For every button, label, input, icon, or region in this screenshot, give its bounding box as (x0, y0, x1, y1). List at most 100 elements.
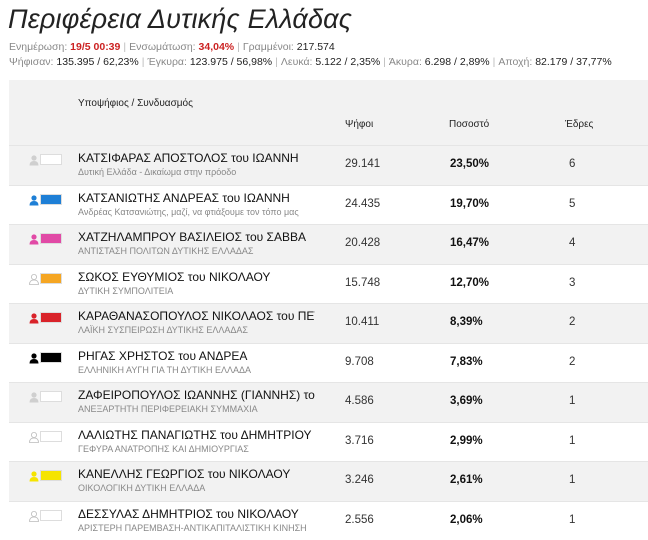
votes-value: 2.556 (345, 514, 374, 526)
table-row: ΧΑΤΖΗΛΑΜΠΡΟΥ ΒΑΣΙΛΕΙΟΣ του ΣΑΒΒΑ ΑΝΤΙΣΤΑΣ… (9, 224, 648, 264)
person-icon (29, 509, 39, 520)
results-table: Υποψήφιος / Συνδυασμός Ψήφοι Ποσοστό Έδρ… (9, 80, 648, 540)
seats-value: 5 (569, 198, 575, 210)
party-name: Δυτική Ελλάδα - Δικαίωμα στην πρόοδο (78, 167, 315, 177)
votes-value: 20.428 (345, 237, 380, 249)
table-row: ΣΩΚΟΣ ΕΥΘΥΜΙΟΣ του ΝΙΚΟΛΑΟΥ ΔΥΤΙΚΗ ΣΥΜΠΟΛ… (9, 264, 648, 304)
party-name: Ανδρέας Κατσανιώτης, μαζί, να φτιάξουμε … (78, 207, 315, 217)
divider: | (123, 41, 126, 53)
person-icon (29, 272, 39, 283)
integration-value: 34,04% (199, 41, 235, 53)
header-seats: Έδρες (565, 119, 593, 130)
header-candidate: Υποψήφιος / Συνδυασμός (78, 98, 193, 109)
seats-value: 1 (569, 514, 575, 526)
party-color-swatch (40, 391, 62, 402)
table-row: ΚΑΡΑΘΑΝΑΣΟΠΟΥΛΟΣ ΝΙΚΟΛΑΟΣ του ΠΕΤΡΟΥ ΛΑΪΚ… (9, 303, 648, 343)
abstention-label: Αποχή: (498, 56, 532, 68)
votes-value: 3.716 (345, 435, 374, 447)
invalid-value: 6.298 / 2,89% (425, 56, 490, 68)
table-header: Υποψήφιος / Συνδυασμός Ψήφοι Ποσοστό Έδρ… (9, 80, 648, 145)
valid-label: Έγκυρα: (147, 56, 186, 68)
person-icon (29, 193, 39, 204)
party-color-swatch (40, 431, 62, 442)
seats-value: 1 (569, 435, 575, 447)
table-row: ΚΑΤΣΑΝΙΩΤΗΣ ΑΝΔΡΕΑΣ του ΙΩΑΝΝΗ Ανδρέας Κα… (9, 185, 648, 225)
seats-value: 2 (569, 356, 575, 368)
valid-value: 123.975 / 56,98% (190, 56, 272, 68)
percent-value: 3,69% (450, 395, 483, 407)
seats-value: 6 (569, 158, 575, 170)
updated-value: 19/5 00:39 (70, 41, 120, 53)
divider: | (237, 41, 240, 53)
percent-value: 7,83% (450, 356, 483, 368)
person-icon (29, 232, 39, 243)
candidate-name: ΡΗΓΑΣ ΧΡΗΣΤΟΣ του ΑΝΔΡΕΑ (78, 349, 315, 363)
party-name: ΓΕΦΥΡΑ ΑΝΑΤΡΟΠΗΣ ΚΑΙ ΔΗΜΙΟΥΡΓΙΑΣ (78, 444, 315, 454)
percent-value: 2,06% (450, 514, 483, 526)
voters-label: Γραμμένοι: (243, 41, 294, 53)
person-icon (29, 153, 39, 164)
candidate-name: ΚΑΤΣΑΝΙΩΤΗΣ ΑΝΔΡΕΑΣ του ΙΩΑΝΝΗ (78, 191, 315, 205)
votes-value: 9.708 (345, 356, 374, 368)
votes-value: 3.246 (345, 474, 374, 486)
percent-value: 8,39% (450, 316, 483, 328)
person-icon (29, 390, 39, 401)
percent-value: 12,70% (450, 277, 489, 289)
party-color-swatch (40, 273, 62, 284)
table-row: ΔΕΣΣΥΛΑΣ ΔΗΜΗΤΡΙΟΣ του ΝΙΚΟΛΑΟΥ ΑΡΙΣΤΕΡΗ … (9, 501, 648, 540)
votes-value: 4.586 (345, 395, 374, 407)
candidate-name: ΧΑΤΖΗΛΑΜΠΡΟΥ ΒΑΣΙΛΕΙΟΣ του ΣΑΒΒΑ (78, 230, 315, 244)
party-color-swatch (40, 352, 62, 363)
candidate-name: ΖΑΦΕΙΡΟΠΟΥΛΟΣ ΙΩΑΝΝΗΣ (ΓΙΑΝΝΗΣ) του ΠΕΤΡ… (78, 388, 315, 402)
party-name: ΔΥΤΙΚΗ ΣΥΜΠΟΛΙΤΕΙΑ (78, 286, 315, 296)
candidate-name: ΚΑΡΑΘΑΝΑΣΟΠΟΥΛΟΣ ΝΙΚΟΛΑΟΣ του ΠΕΤΡΟΥ (78, 309, 315, 323)
blank-value: 5.122 / 2,35% (315, 56, 380, 68)
stats-line-1: Ενημέρωση: 19/5 00:39|Ενσωμάτωση: 34,04%… (9, 41, 335, 53)
header-votes: Ψήφοι (345, 119, 373, 130)
person-icon (29, 351, 39, 362)
seats-value: 4 (569, 237, 575, 249)
table-body: ΚΑΤΣΙΦΑΡΑΣ ΑΠΟΣΤΟΛΟΣ του ΙΩΑΝΝΗ Δυτική Ελ… (9, 145, 648, 540)
divider: | (142, 56, 145, 68)
integration-label: Ενσωμάτωση: (129, 41, 196, 53)
candidate-name: ΛΑΛΙΩΤΗΣ ΠΑΝΑΓΙΩΤΗΣ του ΔΗΜΗΤΡΙΟΥ (78, 428, 315, 442)
seats-value: 1 (569, 395, 575, 407)
votes-value: 15.748 (345, 277, 380, 289)
party-color-swatch (40, 312, 62, 323)
person-icon (29, 430, 39, 441)
votes-value: 10.411 (345, 316, 379, 328)
stats-line-2: Ψήφισαν: 135.395 / 62,23%|Έγκυρα: 123.97… (9, 56, 612, 68)
person-icon (29, 469, 39, 480)
party-name: ΑΡΙΣΤΕΡΗ ΠΑΡΕΜΒΑΣΗ-ΑΝΤΙΚΑΠΙΤΑΛΙΣΤΙΚΗ ΚΙΝ… (78, 523, 315, 533)
candidate-name: ΣΩΚΟΣ ΕΥΘΥΜΙΟΣ του ΝΙΚΟΛΑΟΥ (78, 270, 315, 284)
seats-value: 1 (569, 474, 575, 486)
votes-value: 24.435 (345, 198, 380, 210)
party-color-swatch (40, 154, 62, 165)
percent-value: 23,50% (450, 158, 489, 170)
abstention-value: 82.179 / 37,77% (535, 56, 611, 68)
percent-value: 19,70% (450, 198, 489, 210)
party-name: ΑΝΤΙΣΤΑΣΗ ΠΟΛΙΤΩΝ ΔΥΤΙΚΗΣ ΕΛΛΑΔΑΣ (78, 246, 315, 256)
party-color-swatch (40, 510, 62, 521)
party-color-swatch (40, 194, 62, 205)
divider: | (493, 56, 496, 68)
votes-value: 29.141 (345, 158, 380, 170)
page-title: Περιφέρεια Δυτικής Ελλάδας (8, 4, 352, 35)
divider: | (275, 56, 278, 68)
updated-label: Ενημέρωση: (9, 41, 67, 53)
candidate-name: ΔΕΣΣΥΛΑΣ ΔΗΜΗΤΡΙΟΣ του ΝΙΚΟΛΑΟΥ (78, 507, 315, 521)
seats-value: 2 (569, 316, 575, 328)
voted-label: Ψήφισαν: (9, 56, 53, 68)
percent-value: 2,99% (450, 435, 483, 447)
table-row: ΚΑΤΣΙΦΑΡΑΣ ΑΠΟΣΤΟΛΟΣ του ΙΩΑΝΝΗ Δυτική Ελ… (9, 145, 648, 185)
party-name: ΛΑΪΚΗ ΣΥΣΠΕΙΡΩΣΗ ΔΥΤΙΚΗΣ ΕΛΛΑΔΑΣ (78, 325, 315, 335)
seats-value: 3 (569, 277, 575, 289)
invalid-label: Άκυρα: (389, 56, 422, 68)
candidate-name: ΚΑΤΣΙΦΑΡΑΣ ΑΠΟΣΤΟΛΟΣ του ΙΩΑΝΝΗ (78, 151, 315, 165)
party-name: ΑΝΕΞΑΡΤΗΤΗ ΠΕΡΙΦΕΡΕΙΑΚΗ ΣΥΜΜΑΧΙΑ (78, 404, 315, 414)
percent-value: 2,61% (450, 474, 483, 486)
percent-value: 16,47% (450, 237, 489, 249)
divider: | (383, 56, 386, 68)
